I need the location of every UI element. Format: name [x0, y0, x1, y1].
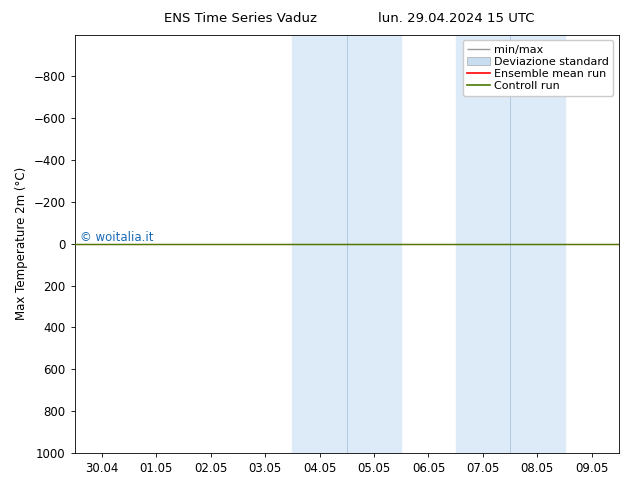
Y-axis label: Max Temperature 2m (°C): Max Temperature 2m (°C) [15, 167, 28, 320]
Bar [292, 35, 401, 453]
Text: ENS Time Series Vaduz: ENS Time Series Vaduz [164, 12, 318, 25]
Bar [456, 35, 564, 453]
Text: lun. 29.04.2024 15 UTC: lun. 29.04.2024 15 UTC [378, 12, 534, 25]
Legend: min/max, Deviazione standard, Ensemble mean run, Controll run: min/max, Deviazione standard, Ensemble m… [463, 40, 614, 96]
Text: © woitalia.it: © woitalia.it [80, 231, 153, 244]
